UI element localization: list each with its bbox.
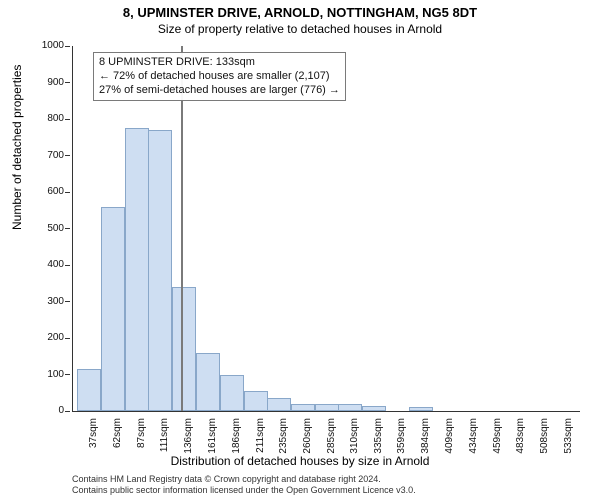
- chart-container: 8, UPMINSTER DRIVE, ARNOLD, NOTTINGHAM, …: [0, 0, 600, 500]
- x-tick: 161sqm: [207, 418, 218, 458]
- bar: [220, 375, 244, 412]
- chart-title-main: 8, UPMINSTER DRIVE, ARNOLD, NOTTINGHAM, …: [0, 5, 600, 20]
- bar: [172, 287, 196, 411]
- x-tick: 459sqm: [492, 418, 503, 458]
- annotation-line3: 27% of semi-detached houses are larger (…: [99, 84, 340, 98]
- x-tick: 384sqm: [420, 418, 431, 458]
- y-tick: 1000: [34, 40, 64, 51]
- x-tick: 186sqm: [231, 418, 242, 458]
- x-tick: 235sqm: [278, 418, 289, 458]
- y-axis-label: Number of detached properties: [10, 65, 24, 230]
- annotation-line1: 8 UPMINSTER DRIVE: 133sqm: [99, 56, 340, 70]
- bar: [125, 128, 149, 411]
- x-tick: 483sqm: [515, 418, 526, 458]
- x-tick: 533sqm: [563, 418, 574, 458]
- x-tick: 409sqm: [444, 418, 455, 458]
- credits-line1: Contains HM Land Registry data © Crown c…: [72, 474, 416, 485]
- y-tick: 400: [34, 259, 64, 270]
- bar: [291, 404, 315, 411]
- x-tick: 62sqm: [112, 418, 123, 458]
- y-tick: 300: [34, 296, 64, 307]
- annotation-line2: ← 72% of detached houses are smaller (2,…: [99, 70, 340, 84]
- x-tick: 260sqm: [302, 418, 313, 458]
- x-tick: 211sqm: [255, 418, 266, 458]
- x-tick: 359sqm: [396, 418, 407, 458]
- y-tick: 0: [34, 405, 64, 416]
- bar: [267, 398, 291, 411]
- y-tick: 200: [34, 332, 64, 343]
- y-tick: 800: [34, 113, 64, 124]
- bar: [338, 404, 362, 411]
- x-tick: 87sqm: [136, 418, 147, 458]
- bar: [196, 353, 220, 411]
- y-tick: 900: [34, 77, 64, 88]
- x-tick: 508sqm: [539, 418, 550, 458]
- bar: [362, 406, 386, 411]
- credits-line2: Contains public sector information licen…: [72, 485, 416, 496]
- x-axis-label: Distribution of detached houses by size …: [0, 454, 600, 468]
- y-tick: 100: [34, 369, 64, 380]
- credits: Contains HM Land Registry data © Crown c…: [72, 474, 416, 497]
- x-tick: 111sqm: [159, 418, 170, 458]
- bar: [148, 130, 172, 411]
- x-tick: 136sqm: [183, 418, 194, 458]
- bar: [409, 407, 433, 411]
- annotation-box: 8 UPMINSTER DRIVE: 133sqm ← 72% of detac…: [93, 52, 346, 101]
- bar: [77, 369, 101, 411]
- x-tick: 310sqm: [349, 418, 360, 458]
- x-tick: 285sqm: [326, 418, 337, 458]
- y-tick: 500: [34, 223, 64, 234]
- bar: [244, 391, 268, 411]
- x-tick: 335sqm: [373, 418, 384, 458]
- bar: [315, 404, 339, 411]
- x-tick: 434sqm: [468, 418, 479, 458]
- plot-area: 8 UPMINSTER DRIVE: 133sqm ← 72% of detac…: [72, 46, 580, 412]
- y-tick: 700: [34, 150, 64, 161]
- bar: [101, 207, 125, 411]
- x-tick: 37sqm: [88, 418, 99, 458]
- y-tick: 600: [34, 186, 64, 197]
- chart-title-sub: Size of property relative to detached ho…: [0, 22, 600, 36]
